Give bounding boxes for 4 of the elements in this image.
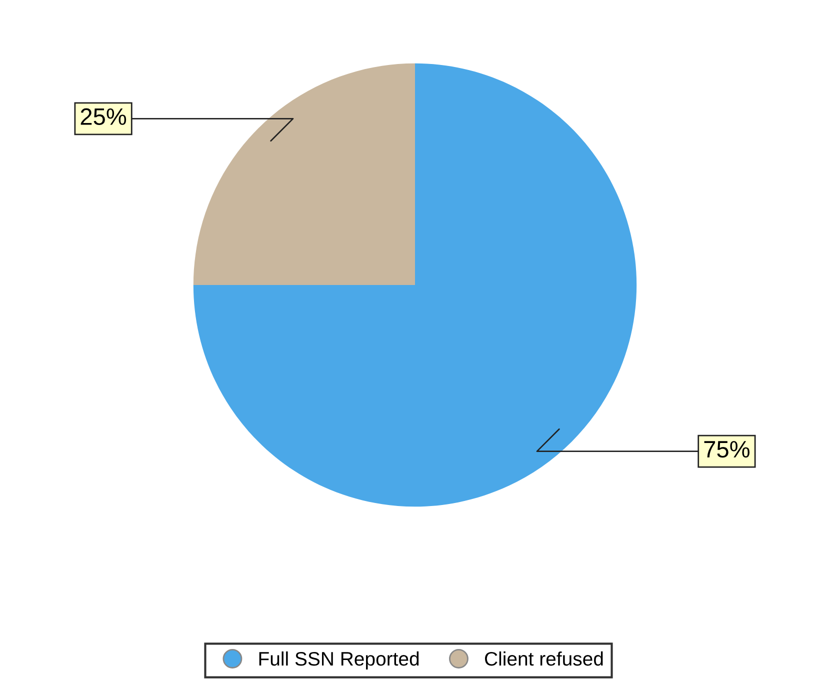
data-label: 25%: [80, 108, 126, 126]
legend-label: Full SSN Reported: [259, 651, 419, 670]
data-label: 75%: [704, 441, 750, 458]
legend-label: Client refused: [485, 651, 603, 666]
